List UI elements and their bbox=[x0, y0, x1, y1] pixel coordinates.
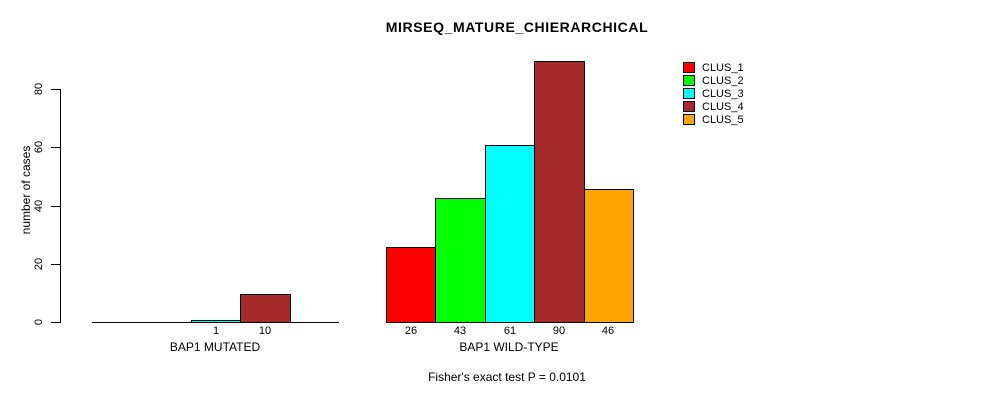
bar-value-label: 26 bbox=[404, 325, 418, 337]
legend-swatch-clus_1 bbox=[683, 62, 695, 73]
y-axis-tick bbox=[51, 264, 60, 265]
bar-clus_4 bbox=[240, 294, 291, 323]
legend-swatch-clus_5 bbox=[683, 114, 695, 125]
legend-label: CLUS_3 bbox=[702, 87, 744, 100]
legend: CLUS_1 CLUS_2 CLUS_3 CLUS_4 CLUS_5 bbox=[683, 61, 744, 126]
bar-value-label: 1 bbox=[212, 325, 220, 337]
legend-swatch-clus_2 bbox=[683, 75, 695, 86]
bar-value-label: 46 bbox=[601, 325, 615, 337]
group-label-bap1-wild-type: BAP1 WILD-TYPE bbox=[459, 340, 559, 354]
legend-item-clus_2: CLUS_2 bbox=[683, 74, 744, 87]
legend-swatch-clus_3 bbox=[683, 88, 695, 99]
bar-clus_5 bbox=[584, 189, 634, 323]
legend-label: CLUS_2 bbox=[702, 74, 744, 87]
y-axis-tick-label: 80 bbox=[33, 82, 45, 96]
legend-label: CLUS_5 bbox=[702, 113, 744, 126]
chart-title: MIRSEQ_MATURE_CHIERARCHICAL bbox=[385, 19, 649, 35]
bar-value-label: 43 bbox=[453, 325, 467, 337]
legend-swatch-clus_4 bbox=[683, 101, 695, 112]
bar-clus_2 bbox=[435, 198, 486, 323]
y-axis-tick bbox=[51, 322, 60, 323]
legend-item-clus_5: CLUS_5 bbox=[683, 113, 744, 126]
bar-value-label: 10 bbox=[258, 325, 272, 337]
bar-value-label: 90 bbox=[552, 325, 566, 337]
bar-value-label: 61 bbox=[503, 325, 517, 337]
y-axis-tick bbox=[51, 206, 60, 207]
bar-clus_1 bbox=[386, 247, 436, 323]
y-axis-tick bbox=[51, 89, 60, 90]
bar-clus_3 bbox=[191, 320, 241, 323]
fisher-test-subtitle: Fisher's exact test P = 0.0101 bbox=[428, 370, 586, 384]
y-axis-title: number of cases bbox=[19, 145, 33, 235]
y-axis-tick-label: 60 bbox=[33, 140, 45, 154]
legend-item-clus_1: CLUS_1 bbox=[683, 61, 744, 74]
legend-label: CLUS_1 bbox=[702, 61, 744, 74]
group-label-bap1-mutated: BAP1 MUTATED bbox=[169, 340, 261, 354]
y-axis-line bbox=[60, 89, 61, 323]
y-axis-tick-label: 0 bbox=[33, 318, 45, 326]
bar-clus_3 bbox=[485, 145, 535, 323]
legend-item-clus_4: CLUS_4 bbox=[683, 100, 744, 113]
bar-clus_4 bbox=[534, 61, 585, 323]
legend-label: CLUS_4 bbox=[702, 100, 744, 113]
y-axis-tick bbox=[51, 147, 60, 148]
y-axis-tick-label: 20 bbox=[33, 257, 45, 271]
legend-item-clus_3: CLUS_3 bbox=[683, 87, 744, 100]
y-axis-tick-label: 40 bbox=[33, 199, 45, 213]
